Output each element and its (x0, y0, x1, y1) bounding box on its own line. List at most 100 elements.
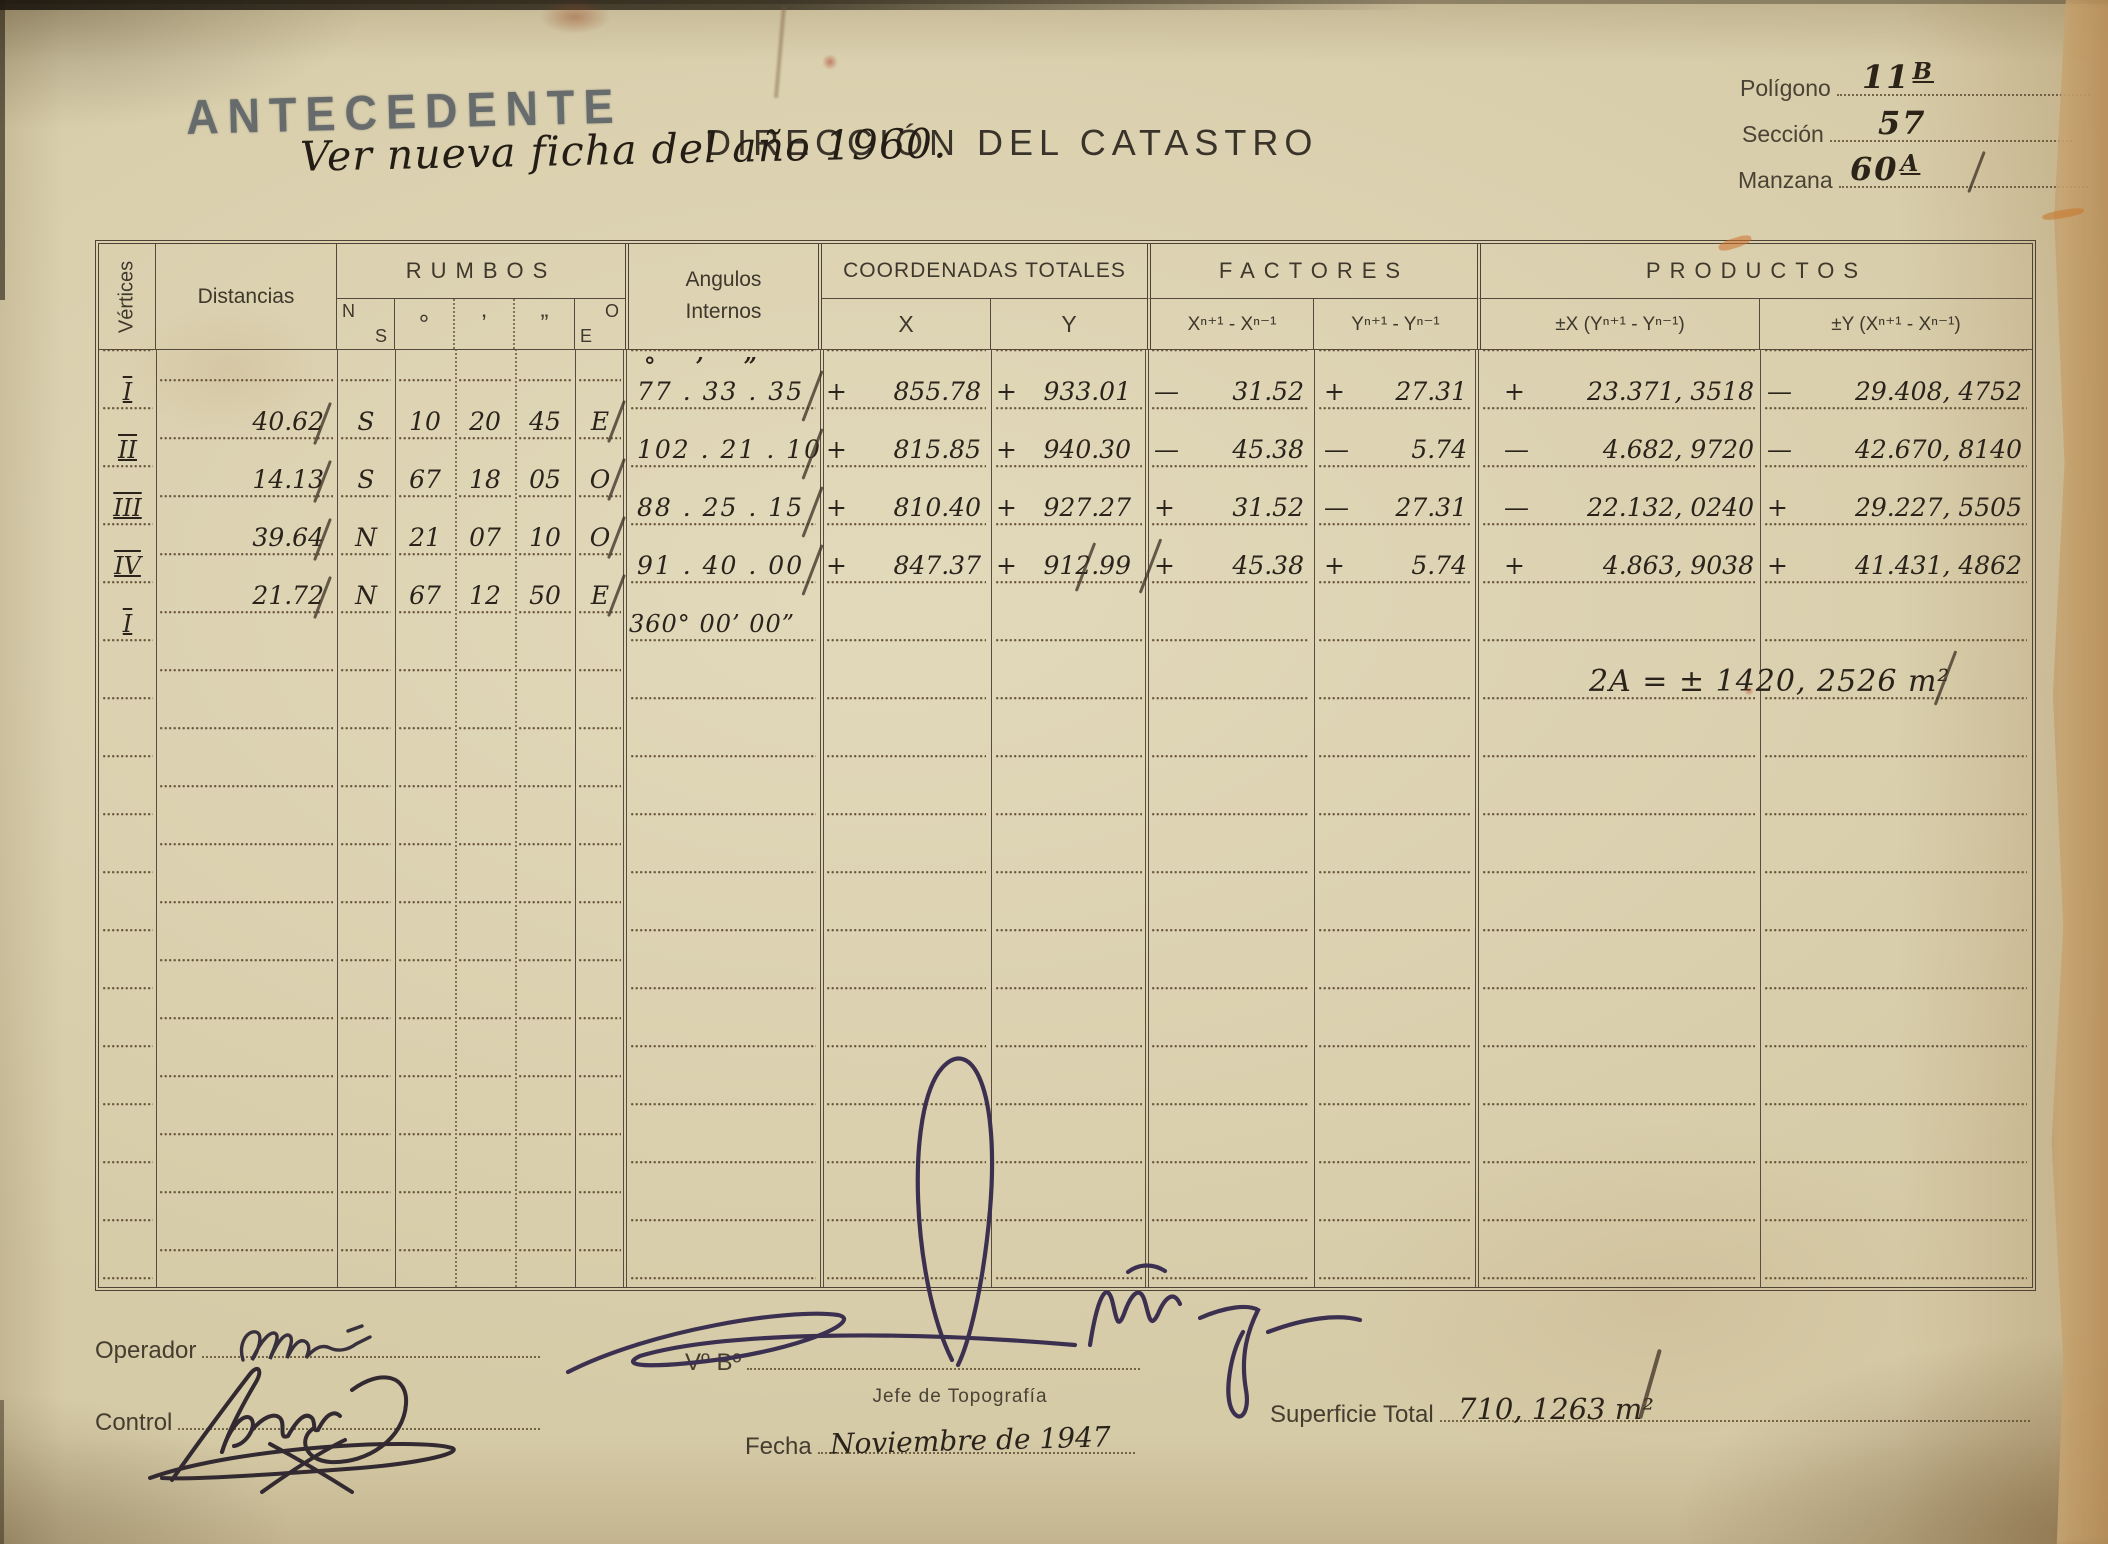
p2-value: +29.227, 5505 (1767, 493, 2022, 522)
guides-deg (399, 349, 451, 1287)
manzana-label: Manzana (1738, 167, 1833, 193)
col-oe: O E (580, 301, 619, 346)
x-value: +810.40 (826, 493, 981, 522)
guides-f1 (1152, 349, 1309, 1287)
min-value: 12 (469, 581, 501, 610)
superficie-label: Superficie Total (1270, 1401, 1434, 1428)
deg-value: 10 (409, 407, 441, 436)
sec-value: 50 (529, 581, 561, 610)
group-productos: PRODUCTOS (1477, 244, 2032, 299)
control-row: Control (95, 1406, 540, 1437)
x-value: +855.78 (826, 377, 981, 406)
operador-row: Operador (95, 1334, 540, 1365)
col-f1: Xⁿ⁺¹ - Xⁿ⁻¹ (1147, 299, 1314, 349)
guides-f2 (1319, 349, 1472, 1287)
poligono-line (1836, 72, 2090, 96)
min-value: 18 (469, 465, 501, 494)
seccion-label: Sección (1742, 121, 1824, 147)
guides-x (827, 349, 986, 1287)
group-factores: FACTORES (1147, 244, 1477, 299)
survey-table: Vértices Distancias RUMBOS N S ° ’ ” O E… (95, 240, 2036, 1291)
guides-angulos (631, 349, 816, 1287)
col-min: ’ (455, 299, 515, 349)
vertex-label: IV (114, 552, 141, 580)
f2-value: —5.74 (1324, 435, 1467, 464)
col-vertices: Vértices (99, 244, 156, 349)
ns-value: N (355, 581, 377, 610)
distance-value: 40.62 (252, 407, 324, 436)
y-value: +912.99 (996, 551, 1131, 580)
oe-value: O (589, 523, 611, 552)
poligono-label: Polígono (1740, 75, 1831, 101)
superficie-line (1439, 1398, 2030, 1422)
f2-value: +27.31 (1324, 377, 1467, 406)
col-distancias: Distancias (156, 244, 337, 349)
deg-value: 67 (409, 581, 441, 610)
vertex-label: III (113, 494, 142, 522)
scan-edge-top-dark (0, 0, 1420, 10)
manzana-value: 60A (1850, 150, 1921, 188)
scan-edge-left-bottom (0, 1400, 4, 1544)
angle-value: 91 . 40 . 00 (637, 551, 805, 580)
guides-sec (519, 349, 571, 1287)
jefe-label: Jefe de Topografía (872, 1386, 1048, 1407)
sec-value: 10 (529, 523, 561, 552)
p1-value: —4.682, 9720 (1504, 435, 1754, 464)
superficie-value: 710, 1263 m² (1458, 1392, 1654, 1426)
f2-value: —27.31 (1324, 493, 1467, 522)
fecha-row: Fecha (745, 1430, 1135, 1461)
p1-value: —22.132, 0240 (1504, 493, 1754, 522)
vobo-label: Vº Bº (685, 1349, 742, 1376)
vertex-label: II (118, 436, 137, 464)
min-value: 07 (469, 523, 501, 552)
min-value: 20 (469, 407, 501, 436)
f1-value: —31.52 (1154, 377, 1304, 406)
page-title: DIRECCIÓN DEL CATASTRO (705, 122, 1319, 163)
angle-unit-marks: °’” (644, 353, 797, 380)
col-p1: ±X (Yⁿ⁺¹ - Yⁿ⁻¹) (1477, 299, 1760, 349)
vobo-line (747, 1346, 1140, 1370)
table-body: °’” I 77 . 33 . 35 +855.78 +933.01 —31.5… (99, 349, 2032, 1287)
p2-value: +41.431, 4862 (1767, 551, 2022, 580)
distance-value: 39.64 (252, 523, 324, 552)
oe-value: O (589, 465, 611, 494)
x-value: +815.85 (826, 435, 981, 464)
col-ns: N S (337, 299, 395, 349)
col-y: Y (1061, 310, 1077, 337)
operador-label: Operador (95, 1337, 197, 1364)
distance-value: 21.72 (252, 581, 324, 610)
oe-value: E (590, 407, 610, 436)
p1-value: +4.863, 9038 (1504, 551, 1754, 580)
f2-value: +5.74 (1324, 551, 1467, 580)
col-p2: ±Y (Xⁿ⁺¹ - Xⁿ⁻¹) (1831, 313, 1961, 335)
y-value: +927.27 (996, 493, 1131, 522)
group-rumbos: RUMBOS (337, 244, 625, 299)
sec-value: 45 (529, 407, 561, 436)
operador-line (202, 1334, 540, 1358)
p2-value: —42.670, 8140 (1767, 435, 2022, 464)
group-coordenadas: COORDENADAS TOTALES (822, 244, 1147, 299)
manzana-row: Manzana (1738, 164, 2088, 194)
double-area-total: 2A = ± 1420, 2526 m² (1589, 664, 1951, 699)
seccion-row: Sección (1742, 118, 2072, 148)
poligono-value: 11B (1862, 58, 1934, 96)
paper-crease (773, 6, 787, 98)
ns-value: N (355, 523, 377, 552)
deg-value: 21 (409, 523, 441, 552)
angle-closure-value: 360° 00’ 00” (629, 610, 796, 638)
col-sec: ” (515, 299, 575, 349)
guides-p2 (1765, 349, 2027, 1287)
fecha-line (817, 1430, 1135, 1454)
col-f2: Yⁿ⁺¹ - Yⁿ⁻¹ (1351, 313, 1440, 335)
poligono-row: Polígono (1740, 72, 2090, 102)
sec-value: 05 (529, 465, 561, 494)
ns-value: S (357, 407, 375, 436)
p2-value: —29.408, 4752 (1767, 377, 2022, 406)
scan-edge-left (0, 0, 5, 300)
seccion-line (1829, 118, 2072, 142)
superficie-row: Superficie Total (1270, 1398, 2030, 1429)
guides-vertices (103, 349, 153, 1287)
control-line (178, 1406, 540, 1430)
f1-value: —45.38 (1154, 435, 1304, 464)
